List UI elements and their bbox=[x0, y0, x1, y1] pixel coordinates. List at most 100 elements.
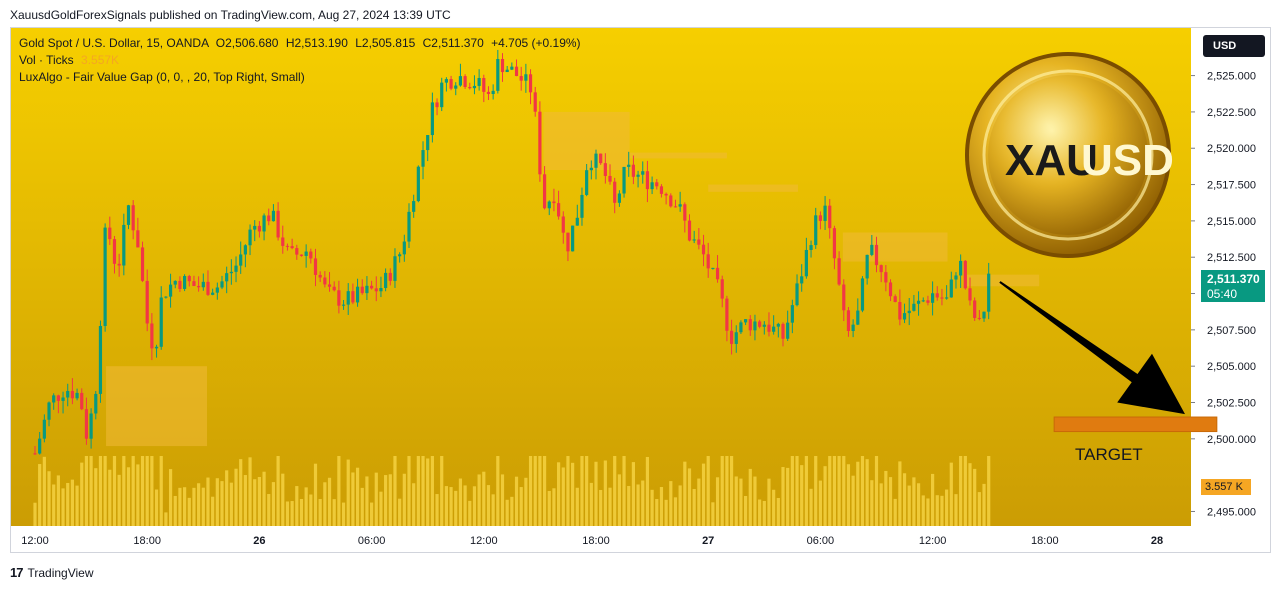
volume-bar bbox=[52, 484, 56, 526]
volume-bar bbox=[416, 456, 420, 526]
logo-text-right: USD bbox=[1081, 136, 1173, 185]
volume-bar bbox=[973, 468, 977, 526]
volume-bar bbox=[257, 476, 261, 526]
candle-body bbox=[136, 230, 140, 248]
candle-body bbox=[734, 332, 738, 344]
tradingview-logo-icon[interactable]: 17 bbox=[10, 565, 24, 580]
volume-bar bbox=[561, 467, 565, 526]
volume-bar bbox=[678, 485, 682, 526]
volume-bar bbox=[66, 482, 70, 526]
candle-body bbox=[412, 201, 416, 212]
legend-symbol[interactable]: Gold Spot / U.S. Dollar, 15, OANDA bbox=[19, 36, 209, 50]
volume-bar bbox=[173, 495, 177, 526]
volume-bar bbox=[935, 495, 939, 526]
volume-bar bbox=[571, 462, 575, 526]
volume-bar bbox=[683, 461, 687, 526]
candle-body bbox=[832, 228, 837, 259]
candle-body bbox=[739, 322, 743, 333]
footer: 17 TradingView bbox=[10, 565, 94, 580]
candle-body bbox=[168, 284, 173, 297]
candle-body bbox=[762, 324, 766, 327]
legend-volume-label[interactable]: Vol · Ticks bbox=[19, 53, 74, 67]
volume-bar bbox=[669, 481, 673, 526]
volume-bar bbox=[491, 494, 495, 526]
volume-bar bbox=[267, 494, 271, 526]
chart-frame[interactable]: 2,495.000 2,500.000 2,502.500 2,505.000 2,50… bbox=[10, 27, 1271, 553]
candle-body bbox=[916, 300, 921, 304]
volume-bar bbox=[781, 467, 785, 526]
candle-body bbox=[697, 239, 701, 245]
volume-bar bbox=[187, 497, 191, 526]
volume-bar bbox=[907, 485, 911, 526]
candle-body bbox=[248, 229, 252, 246]
candle-body bbox=[435, 102, 439, 108]
candle-body bbox=[267, 215, 271, 222]
volume-bar bbox=[734, 476, 738, 526]
candle-body bbox=[842, 284, 846, 311]
candle-body bbox=[655, 182, 659, 187]
volume-bar bbox=[673, 497, 678, 526]
volume-bar bbox=[290, 501, 294, 526]
volume-bar bbox=[692, 488, 696, 526]
y-tick-label: 2,520.000 bbox=[1207, 143, 1256, 155]
volume-bar bbox=[248, 457, 252, 526]
volume-bar bbox=[865, 459, 869, 526]
candle-body bbox=[748, 319, 752, 331]
candle-body bbox=[477, 78, 481, 86]
candle-body bbox=[285, 245, 290, 247]
volume-bar bbox=[440, 456, 444, 526]
candle-body bbox=[281, 237, 285, 246]
volume-bar bbox=[42, 456, 46, 526]
volume-bar bbox=[468, 500, 472, 526]
candle-body bbox=[374, 288, 378, 292]
volume-bar bbox=[370, 502, 374, 526]
current-volume-badge: 3.557 K bbox=[1201, 479, 1251, 495]
candle-body bbox=[56, 395, 60, 401]
candle-body bbox=[940, 297, 944, 299]
volume-bar bbox=[285, 501, 290, 526]
legend-high: H2,513.190 bbox=[285, 36, 348, 50]
candle-body bbox=[407, 211, 411, 242]
candle-body bbox=[486, 91, 491, 95]
volume-bar bbox=[131, 456, 135, 526]
candle-body bbox=[290, 246, 294, 249]
candle-body bbox=[599, 153, 603, 164]
volume-bar bbox=[627, 485, 631, 526]
candle-body bbox=[645, 171, 650, 190]
candle-body bbox=[809, 245, 813, 250]
candle-body bbox=[140, 247, 145, 281]
volume-bar bbox=[557, 462, 561, 526]
volume-bar bbox=[341, 502, 346, 526]
target-arrow bbox=[999, 281, 1185, 415]
candle-body bbox=[650, 182, 654, 190]
volume-bar bbox=[253, 479, 257, 526]
candle-body bbox=[837, 258, 841, 285]
volume-bar bbox=[772, 489, 776, 526]
volume-bar bbox=[89, 456, 93, 526]
candle-body bbox=[608, 175, 612, 182]
footer-brand[interactable]: TradingView bbox=[27, 565, 94, 580]
candle-body bbox=[945, 297, 949, 299]
volume-bar bbox=[192, 487, 196, 526]
currency-badge[interactable]: USD bbox=[1203, 35, 1265, 57]
candle-body bbox=[664, 193, 668, 196]
volume-bar bbox=[206, 477, 210, 526]
volume-bar bbox=[70, 479, 74, 526]
y-tick-label: 2,515.000 bbox=[1207, 216, 1256, 228]
volume-bar bbox=[33, 502, 37, 526]
volume-bar bbox=[355, 467, 360, 526]
volume-bar bbox=[837, 456, 841, 526]
volume-bar bbox=[809, 488, 813, 526]
volume-bar bbox=[589, 482, 593, 526]
y-tick-label: 2,525.000 bbox=[1207, 71, 1256, 83]
candle-body bbox=[678, 204, 682, 207]
candle-body bbox=[781, 323, 785, 339]
candle-body bbox=[449, 79, 453, 89]
legend-indicator[interactable]: LuxAlgo - Fair Value Gap (0, 0, , 20, To… bbox=[19, 70, 305, 84]
x-tick-label: 12:00 bbox=[21, 535, 49, 547]
volume-bar bbox=[421, 456, 425, 526]
volume-bar bbox=[631, 462, 635, 526]
candle-body bbox=[814, 215, 818, 246]
volume-bar bbox=[720, 456, 724, 526]
candle-body bbox=[860, 278, 865, 311]
